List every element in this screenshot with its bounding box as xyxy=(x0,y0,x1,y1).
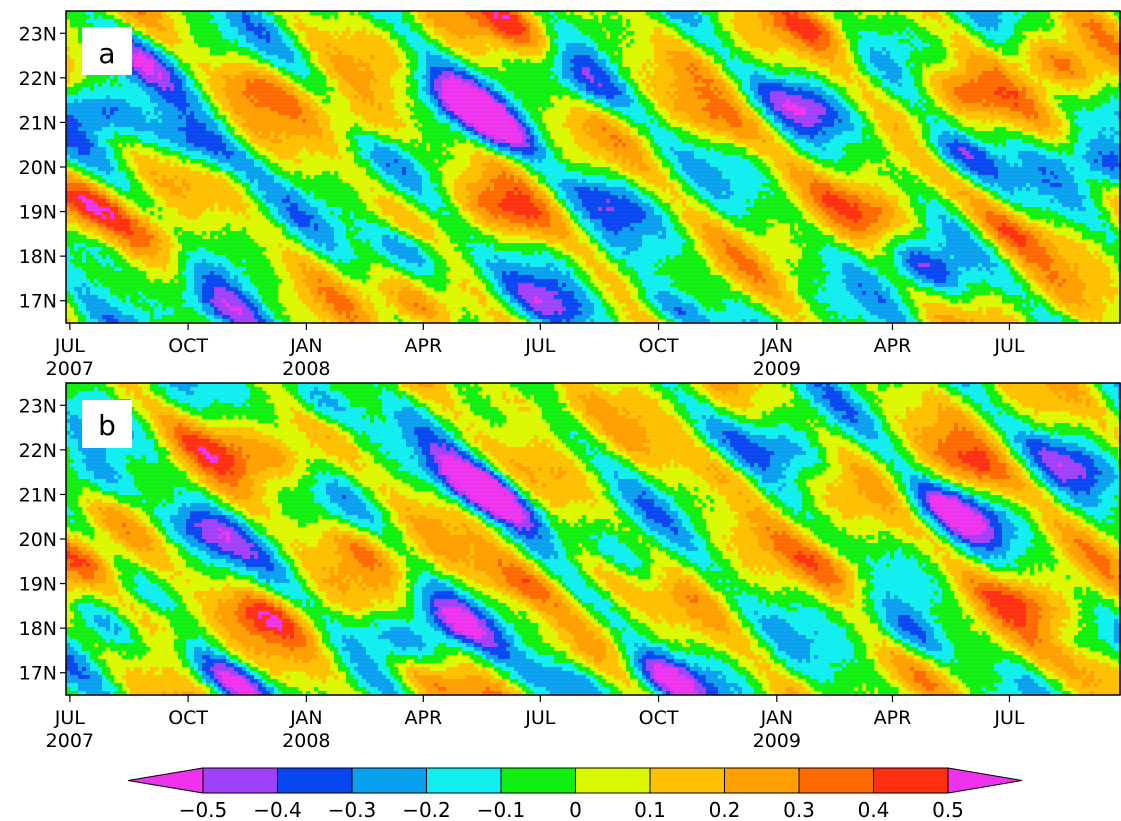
colorbar-swatch xyxy=(798,767,874,794)
x-tick-label-month: OCT xyxy=(168,335,208,357)
y-tick-label: 17N xyxy=(19,291,57,313)
x-tick-label-month: OCT xyxy=(639,335,679,357)
y-tick-label: 20N xyxy=(19,157,57,179)
colorbar-arrow-high xyxy=(947,767,1023,794)
x-tick-label-month: JUL xyxy=(54,707,86,729)
x-tick-label-month: JUL xyxy=(524,335,556,357)
colorbar-label: 0.5 xyxy=(932,798,964,821)
colorbar-label: 0.2 xyxy=(709,798,741,821)
colorbar-swatch xyxy=(202,767,278,794)
colorbar-swatch xyxy=(277,767,353,794)
heatmap-b xyxy=(66,383,1121,696)
colorbar-label: −0.2 xyxy=(402,798,451,821)
y-tick-label: 19N xyxy=(19,202,57,224)
y-tick-label: 23N xyxy=(19,395,57,417)
colorbar-swatch xyxy=(500,767,576,794)
y-tick-label: 19N xyxy=(19,574,57,596)
colorbar-label: −0.4 xyxy=(253,798,302,821)
x-tick-label-month: JUL xyxy=(993,335,1025,357)
x-tick-label-month: APR xyxy=(874,335,912,357)
y-axis-a: 23N 22N 21N 20N 19N 18N 17N xyxy=(19,23,66,313)
colorbar-swatch xyxy=(649,767,725,794)
y-tick-label: 18N xyxy=(19,246,57,268)
y-tick-label: 22N xyxy=(19,440,57,462)
panel-label-b: b xyxy=(98,409,116,442)
x-tick-label-month: APR xyxy=(404,707,442,729)
x-tick-label-year: 2008 xyxy=(282,730,330,752)
x-tick-label-month: OCT xyxy=(639,707,679,729)
x-tick-label-month: JUL xyxy=(54,335,86,357)
x-tick-label-month: JUL xyxy=(993,707,1025,729)
colorbar-swatch xyxy=(724,767,800,794)
y-tick-label: 17N xyxy=(19,663,57,685)
panel-label-box-b xyxy=(82,400,132,448)
x-tick-label-month: JAN xyxy=(760,335,793,357)
colorbar: −0.5 −0.4 −0.3 −0.2 −0.1 0 0.1 0.2 0.3 0.4 0.5 xyxy=(127,767,1023,821)
colorbar-label: 0.1 xyxy=(634,798,666,821)
x-tick-label-month: APR xyxy=(404,335,442,357)
x-tick-label-month: OCT xyxy=(168,707,208,729)
x-tick-label-month: JAN xyxy=(289,335,322,357)
colorbar-swatch xyxy=(426,767,502,794)
x-tick-label-year: 2009 xyxy=(753,730,801,752)
colorbar-label: −0.5 xyxy=(179,798,228,821)
x-tick-label-year: 2007 xyxy=(46,358,94,380)
colorbar-label: 0.4 xyxy=(858,798,890,821)
x-tick-label-month: JAN xyxy=(760,707,793,729)
x-tick-label-month: JUL xyxy=(524,707,556,729)
y-tick-label: 23N xyxy=(19,23,57,45)
colorbar-arrow-low xyxy=(127,767,204,794)
panel-label-box-a xyxy=(82,27,132,75)
colorbar-label: 0.3 xyxy=(783,798,815,821)
y-tick-label: 21N xyxy=(19,484,57,506)
panel-label-a: a xyxy=(98,37,115,70)
y-tick-label: 21N xyxy=(19,112,57,134)
colorbar-label: 0 xyxy=(569,798,582,821)
x-tick-label-month: JAN xyxy=(289,707,322,729)
y-axis-b: 23N 22N 21N 20N 19N 18N 17N xyxy=(19,395,66,685)
colorbar-label: −0.1 xyxy=(477,798,526,821)
colorbar-swatch xyxy=(575,767,651,794)
y-tick-label: 20N xyxy=(19,529,57,551)
x-tick-label-year: 2007 xyxy=(46,730,94,752)
y-tick-label: 18N xyxy=(19,618,57,640)
x-tick-label-month: APR xyxy=(874,707,912,729)
x-tick-label-year: 2008 xyxy=(282,358,330,380)
colorbar-swatch xyxy=(351,767,427,794)
colorbar-swatch xyxy=(873,767,949,794)
y-tick-label: 22N xyxy=(19,68,57,90)
colorbar-label: −0.3 xyxy=(328,798,377,821)
heatmap-a xyxy=(66,11,1121,324)
x-tick-label-year: 2009 xyxy=(753,358,801,380)
